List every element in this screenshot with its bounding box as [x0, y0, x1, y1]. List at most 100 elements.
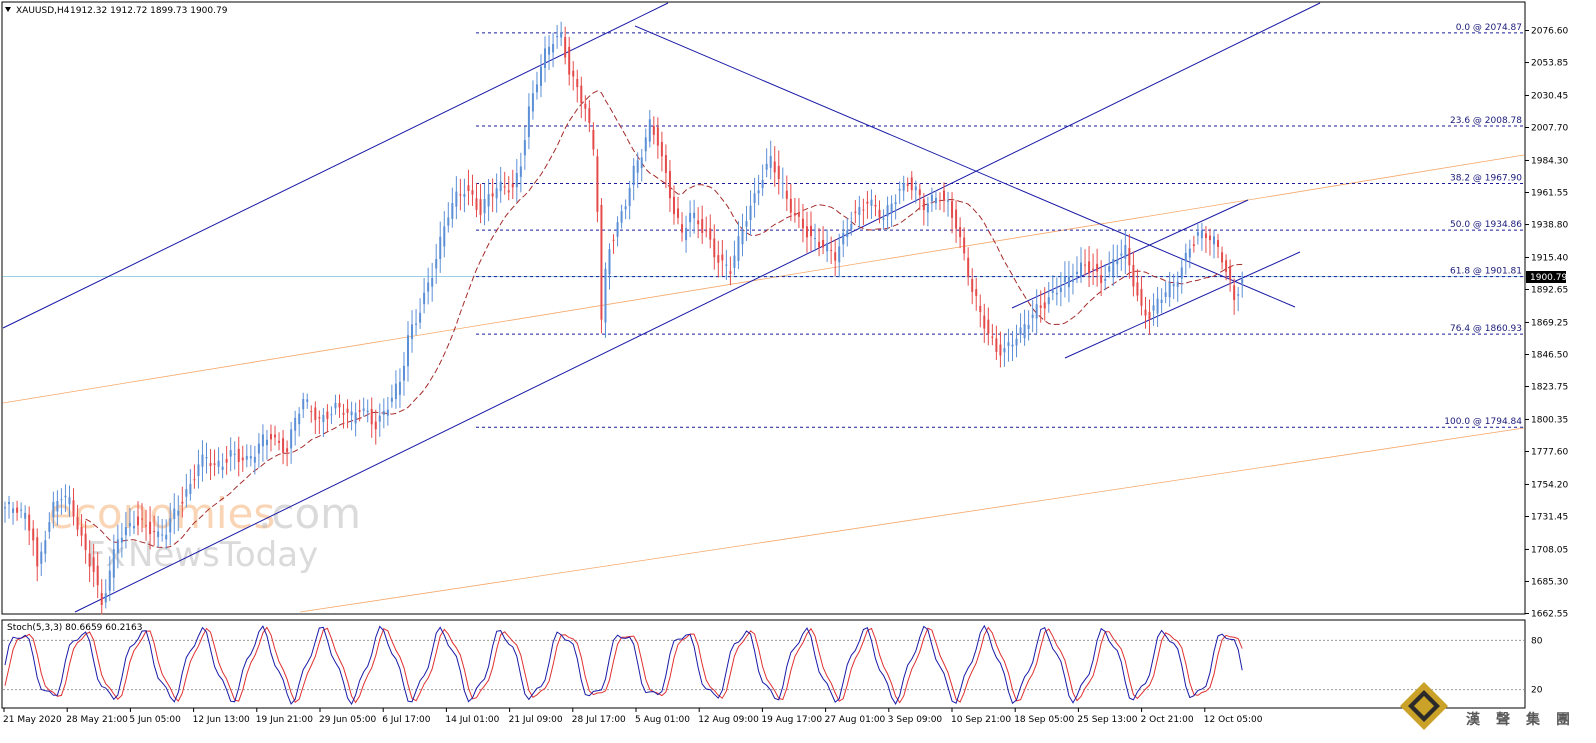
candle-body [729, 271, 732, 274]
candle-body [149, 521, 152, 535]
candle-body [733, 255, 736, 268]
candle-body [1112, 259, 1115, 276]
candle-body [1208, 235, 1211, 241]
x-tick-label: 6 Jul 17:00 [382, 715, 431, 725]
candle [902, 175, 905, 201]
x-tick-label: 2 Oct 21:00 [1141, 715, 1194, 725]
candle-body [1192, 244, 1195, 246]
candle-body [318, 417, 321, 419]
candle-body [721, 254, 724, 261]
candle-body [785, 190, 788, 199]
candle [294, 410, 297, 446]
candle-body [620, 211, 623, 223]
candle-body [701, 219, 704, 233]
candle-body [1241, 279, 1244, 284]
candle [894, 194, 897, 220]
stoch-main-line [4, 624, 1243, 706]
candle-body [878, 209, 881, 218]
candle [991, 324, 994, 346]
candle [1152, 293, 1155, 326]
candle-body [608, 249, 611, 275]
candle-body [1221, 252, 1224, 263]
x-tick-label: 28 Jul 17:00 [572, 715, 626, 725]
y-tick-label: 1915.40 [1531, 253, 1568, 263]
candle-body [1071, 279, 1074, 282]
candle [229, 437, 232, 472]
candle-body [169, 518, 172, 533]
candle [92, 543, 95, 588]
candle-body [519, 166, 522, 177]
candle-body [16, 507, 19, 513]
candle [48, 512, 51, 539]
candle-body [677, 208, 680, 218]
candle-body [249, 456, 252, 459]
candle-body [846, 230, 849, 238]
candle [149, 506, 152, 550]
candle [862, 198, 865, 225]
candle-body [560, 32, 563, 38]
candle [165, 519, 168, 549]
candle-body [354, 412, 357, 424]
candle [479, 183, 482, 224]
candle [1164, 281, 1167, 304]
candle-body [1023, 324, 1026, 339]
candle-body [656, 127, 659, 146]
candle-body [1120, 253, 1123, 256]
candle [737, 221, 740, 270]
x-tick-label: 12 Oct 05:00 [1204, 715, 1263, 725]
y-tick-label: 1961.55 [1531, 188, 1568, 198]
candle-body [753, 193, 756, 204]
candle [451, 187, 454, 228]
fib-level-label: 38.2 @ 1967.90 [1450, 174, 1522, 184]
candle-body [100, 593, 103, 606]
candle [709, 214, 712, 249]
y-tick-label: 1984.30 [1531, 156, 1568, 166]
candle [1071, 263, 1074, 295]
candle [660, 131, 663, 172]
candle-body [189, 483, 192, 494]
candle [1100, 260, 1103, 297]
y-tick-label: 1731.45 [1531, 512, 1568, 522]
stoch-label: Stoch(5,3,3) 80.6659 60.2163 [7, 623, 142, 633]
candle-body [213, 463, 216, 465]
candle [120, 522, 123, 558]
chevron-down-icon[interactable] [5, 7, 11, 12]
candle [689, 200, 692, 238]
candle-body [487, 194, 490, 207]
candle [132, 510, 135, 534]
candle [878, 200, 881, 224]
moving-average [85, 90, 1243, 548]
candle-body [342, 412, 345, 415]
candle-body [439, 236, 442, 259]
y-tick-label: 1800.35 [1531, 415, 1568, 425]
candle [1035, 289, 1038, 334]
candle-body [402, 365, 405, 381]
candle [1128, 234, 1131, 279]
y-tick-label: 1708.05 [1531, 545, 1568, 555]
candle-body [185, 489, 188, 497]
candle-body [548, 46, 551, 55]
candle [1075, 256, 1078, 283]
candle-body [362, 408, 365, 411]
candle-body [523, 140, 526, 156]
candle [560, 21, 563, 47]
candle-body [697, 220, 700, 225]
candle-body [128, 523, 131, 527]
orange-line-upper [2, 154, 1525, 404]
candle [1084, 249, 1087, 276]
candle [197, 449, 200, 489]
candle [987, 307, 990, 346]
candle [592, 122, 595, 156]
candle-body [132, 525, 135, 529]
candle-body [8, 501, 11, 505]
candle-body [1233, 285, 1236, 301]
candle-body [632, 165, 635, 186]
stochastic-oscillator: 80 20 [3, 624, 1543, 706]
candle [1144, 296, 1147, 329]
ohlc-label: 1912.32 1912.72 1899.73 1900.79 [70, 6, 228, 16]
candle-body [1152, 305, 1155, 311]
y-tick-label: 2076.60 [1531, 27, 1568, 37]
candle-body [1237, 294, 1240, 296]
candle [88, 540, 91, 582]
